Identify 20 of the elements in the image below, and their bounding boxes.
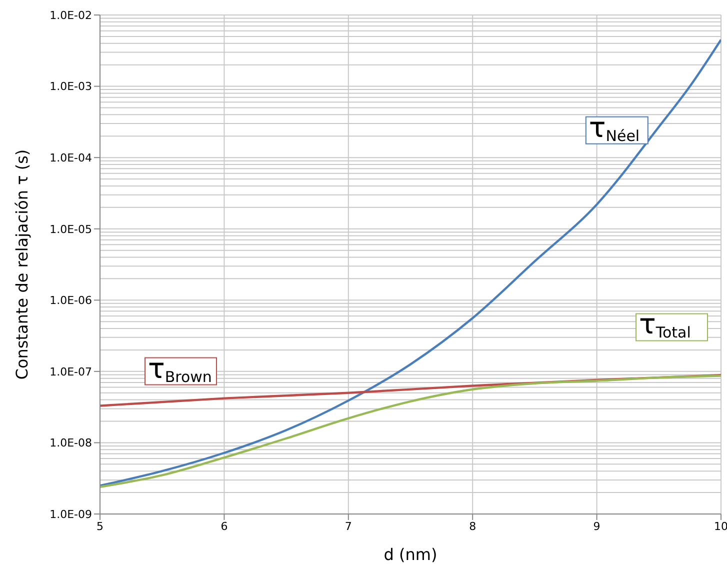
y-tick-label: 1.0E-03 [50, 80, 92, 94]
x-tick-label: 10 [714, 520, 727, 533]
x-tick-label: 9 [593, 520, 600, 533]
y-tick-label: 1.0E-02 [50, 8, 92, 22]
y-tick-label: 1.0E-05 [50, 222, 92, 236]
series-label: τ$_{Brown}$ [148, 352, 212, 386]
series-label: τ$_{Néel}$ [588, 110, 640, 145]
x-axis-title: d (nm) [384, 545, 438, 564]
x-tick-label: 7 [344, 520, 352, 533]
series-label: τ$_{Total}$ [639, 308, 691, 342]
y-axis-title: Constante de relajación τ (s) [12, 149, 32, 380]
line-series [100, 38, 721, 487]
x-tick-label: 6 [220, 520, 228, 533]
x-tick-label: 5 [96, 520, 104, 533]
y-tick-label: 1.0E-08 [50, 436, 92, 450]
y-tick-label: 1.0E-06 [50, 294, 92, 308]
y-tick-label: 1.0E-07 [50, 365, 92, 378]
y-tick-label: 1.0E-09 [50, 508, 92, 521]
y-tick-label: 1.0E-04 [50, 151, 92, 164]
x-tick-label: 8 [469, 520, 476, 533]
